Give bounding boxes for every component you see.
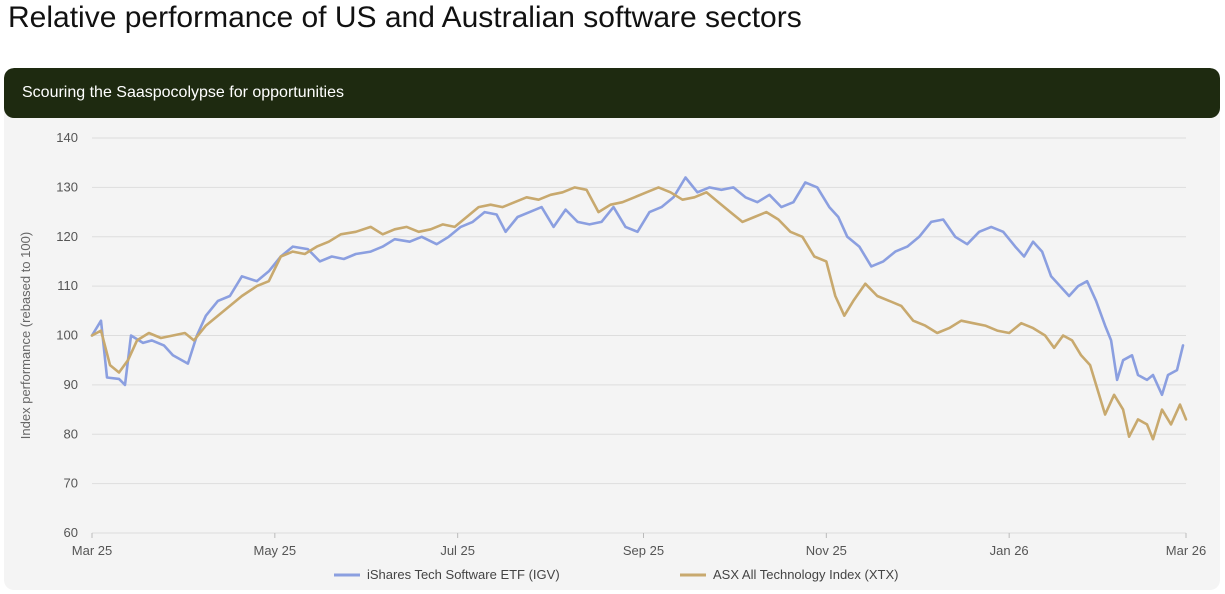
chart-card: Scouring the Saaspocolypse for opportuni… [4,68,1220,590]
x-tick-label: May 25 [254,543,297,558]
line-chart: 60 70 80 90 100 110 120 130 140 Mar 25 May 25 Jul … [18,130,1206,582]
y-tick-label: 90 [64,377,78,392]
x-tick-label: Mar 25 [72,543,112,558]
legend-label: ASX All Technology Index (XTX) [713,567,898,582]
x-tick-label: Jul 25 [440,543,475,558]
y-axis-ticks: 60 70 80 90 100 110 120 130 140 [56,130,78,540]
card-subtitle: Scouring the Saaspocolypse for opportuni… [4,68,1220,118]
y-tick-label: 120 [56,229,78,244]
legend: iShares Tech Software ETF (IGV) ASX All T… [334,567,898,582]
x-tick-label: Jan 26 [990,543,1029,558]
x-axis-ticks: Mar 25 May 25 Jul 25 Sep 25 Nov 25 Jan 26 Mar … [72,533,1206,558]
x-tick-label: Mar 26 [1166,543,1206,558]
y-tick-label: 70 [64,476,78,491]
y-tick-label: 140 [56,130,78,145]
legend-label: iShares Tech Software ETF (IGV) [367,567,560,582]
y-tick-label: 100 [56,328,78,343]
y-tick-label: 60 [64,525,78,540]
y-tick-label: 80 [64,426,78,441]
page-title: Relative performance of US and Australia… [8,1,802,34]
y-tick-label: 110 [57,278,78,293]
series-line-igv [90,176,1185,397]
x-tick-label: Nov 25 [806,543,847,558]
x-tick-label: Sep 25 [623,543,664,558]
grid-lines [92,137,1186,534]
y-axis-title: Index performance (rebased to 100) [18,232,33,439]
series-line-xtx [90,186,1188,441]
y-tick-label: 130 [56,179,78,194]
series-lines [90,176,1188,441]
